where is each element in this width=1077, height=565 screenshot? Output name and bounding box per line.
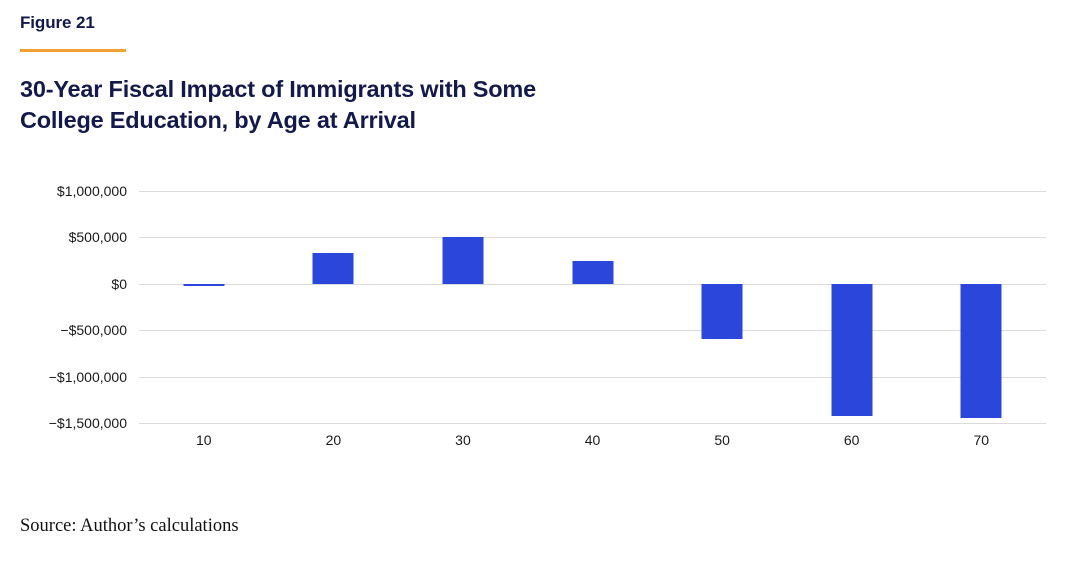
bar-column	[787, 191, 917, 423]
gridline	[139, 423, 1046, 424]
gridline	[139, 191, 1046, 192]
gridline	[139, 237, 1046, 239]
x-tick-label-40: 40	[584, 432, 601, 448]
bar-column	[139, 191, 269, 423]
plot-area	[139, 191, 1046, 424]
bar-age-50[interactable]	[701, 283, 743, 340]
chart-title: 30-Year Fiscal Impact of Immigrants with…	[20, 74, 536, 136]
y-tick-label: $0	[111, 275, 127, 292]
bar-age-70[interactable]	[960, 283, 1002, 419]
bar-column	[269, 191, 399, 423]
bar-column	[528, 191, 658, 423]
bar-column	[398, 191, 528, 423]
x-tick-label-60: 60	[843, 432, 860, 448]
y-tick-label: $500,000	[68, 229, 127, 246]
bar-column	[657, 191, 787, 423]
x-tick-label-10: 10	[196, 432, 212, 448]
x-axis: 10 20 30 40 50 60 70	[139, 432, 1046, 448]
bar-age-30[interactable]	[442, 237, 484, 284]
zero-gridline	[139, 283, 1046, 285]
chart-title-line2: College Education, by Age at Arrival	[20, 107, 416, 133]
chart-title-line1: 30-Year Fiscal Impact of Immigrants with…	[20, 76, 536, 102]
bar-age-20[interactable]	[312, 253, 354, 284]
y-tick-label: −$500,000	[60, 322, 127, 339]
x-tick-label-70: 70	[973, 432, 990, 448]
bar-column	[916, 191, 1046, 423]
bar-age-10[interactable]	[183, 283, 225, 287]
bar-age-60[interactable]	[831, 283, 873, 416]
y-axis: $1,000,000 $500,000 $0 −$500,000 −$1,000,000…	[0, 183, 127, 431]
source-note: Source: Author’s calculations	[20, 516, 239, 536]
y-tick-label: −$1,500,000	[48, 415, 127, 431]
gridline	[139, 330, 1046, 332]
x-tick-label-20: 20	[325, 432, 342, 448]
x-tick-label-30: 30	[455, 432, 471, 448]
bar-age-40[interactable]	[572, 260, 614, 284]
x-tick-label-50: 50	[714, 432, 730, 448]
gridline	[139, 376, 1046, 378]
figure-label: Figure 21	[20, 13, 95, 32]
y-tick-label: $1,000,000	[56, 183, 127, 199]
orange-accent-rule	[20, 49, 126, 52]
y-tick-label: −$1,000,000	[48, 368, 127, 385]
